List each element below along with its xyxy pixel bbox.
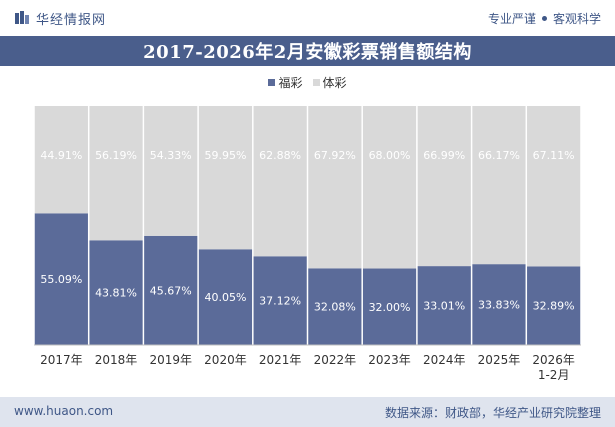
bar-welfare-4 (253, 256, 307, 345)
bar-welfare-8 (472, 264, 526, 345)
top-bar: 华经情报网 专业严谨 客观科学 (0, 0, 615, 36)
data-label-welfare-1: 43.81% (95, 287, 137, 300)
x-tick-label-6: 2023年 (368, 353, 411, 367)
x-tick-label-9-line1: 1-2月 (538, 368, 570, 382)
bar-welfare-7 (417, 266, 471, 345)
brand-name: 华经情报网 (36, 12, 107, 28)
x-tick-label-3: 2020年 (204, 353, 247, 367)
bar-sports-5 (308, 106, 362, 269)
bar-welfare-5 (308, 268, 362, 345)
bar-sports-4 (253, 106, 307, 257)
data-label-welfare-6: 32.00% (369, 301, 411, 314)
bar-sports-0 (34, 106, 88, 214)
data-label-sports-7: 66.99% (423, 149, 465, 162)
data-label-sports-2: 54.33% (150, 149, 192, 162)
slogan: 专业严谨 客观科学 (488, 8, 601, 28)
title-bar: 2017-2026年2月安徽彩票销售额结构 (0, 36, 615, 66)
bar-welfare-9 (527, 266, 581, 345)
data-label-sports-6: 68.00% (369, 149, 411, 162)
bar-welfare-6 (362, 268, 417, 345)
x-tick-label-2: 2019年 (149, 353, 192, 367)
slogan-dot-icon (541, 15, 547, 21)
data-label-welfare-0: 55.09% (40, 273, 82, 286)
slogan-right: 客观科学 (552, 11, 601, 26)
chart-legend: 福彩 体彩 (0, 72, 615, 92)
data-label-sports-4: 62.88% (259, 149, 301, 162)
data-label-welfare-7: 33.01% (423, 300, 465, 313)
bar-sports-9 (527, 106, 581, 267)
data-label-welfare-8: 33.83% (478, 299, 520, 312)
footer-website[interactable]: www.huaon.com (14, 404, 114, 418)
footer: www.huaon.com 数据来源：财政部，华经产业研究院整理 (0, 397, 615, 427)
x-tick-label-1: 2018年 (95, 353, 138, 367)
brand-logo-icon (15, 11, 29, 24)
x-tick-label-8: 2025年 (478, 353, 521, 367)
x-tick-label-0: 2017年 (40, 353, 83, 367)
bar-sports-1 (89, 106, 143, 241)
bar-welfare-2 (144, 235, 198, 345)
x-tick-label-5: 2022年 (314, 353, 357, 367)
stacked-bar-chart: 55.09% 44.91% 2017年 43.81% 56.19% 2018年 45.67%… (34, 106, 581, 382)
legend-item-welfare[interactable]: 福彩 (268, 74, 303, 91)
legend-label-sports: 体彩 (322, 75, 347, 90)
slogan-left: 专业严谨 (487, 11, 536, 26)
data-label-welfare-9: 32.89% (533, 300, 575, 313)
x-tick-label-4: 2021年 (259, 353, 302, 367)
chart-title: 2017-2026年2月安徽彩票销售额结构 (143, 42, 472, 63)
data-label-sports-0: 44.91% (40, 149, 82, 162)
data-label-sports-3: 59.95% (204, 149, 246, 162)
legend-swatch-sports (312, 78, 320, 86)
bar-sports-8 (472, 106, 526, 265)
data-label-welfare-5: 32.08% (314, 301, 356, 314)
data-label-welfare-3: 40.05% (204, 291, 246, 304)
data-label-sports-5: 67.92% (314, 149, 356, 162)
legend-swatch-welfare (268, 78, 276, 86)
bar-sports-2 (144, 106, 198, 236)
x-tick-label-7: 2024年 (423, 353, 466, 367)
bar-sports-7 (417, 106, 471, 267)
data-label-sports-8: 66.17% (478, 149, 520, 162)
data-label-sports-1: 56.19% (95, 149, 137, 162)
bar-welfare-3 (198, 249, 253, 345)
data-label-welfare-2: 45.67% (150, 284, 192, 297)
bar-welfare-1 (89, 240, 143, 345)
bar-sports-6 (362, 106, 417, 269)
data-label-sports-9: 67.11% (533, 149, 575, 162)
brand[interactable]: 华经情报网 (14, 8, 106, 28)
bar-sports-3 (198, 106, 253, 250)
footer-source: 数据来源：财政部，华经产业研究院整理 (384, 406, 601, 420)
bar-welfare-0 (34, 213, 88, 345)
legend-item-sports[interactable]: 体彩 (312, 74, 347, 91)
legend-label-welfare: 福彩 (278, 75, 303, 90)
x-tick-label-9: 2026年 (532, 353, 575, 367)
data-label-welfare-4: 37.12% (259, 295, 301, 308)
